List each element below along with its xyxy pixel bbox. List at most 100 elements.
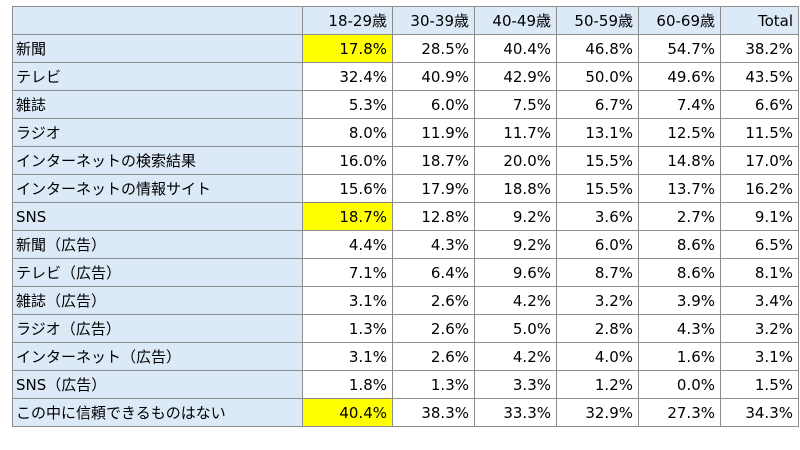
value-cell: 11.7% — [474, 118, 557, 147]
value-cell: 4.3% — [638, 314, 721, 343]
value-cell: 9.2% — [474, 202, 557, 231]
value-cell: 18.8% — [474, 174, 557, 203]
value-cell: 5.3% — [302, 90, 393, 119]
value-cell: 20.0% — [474, 146, 557, 175]
value-cell: 3.3% — [474, 370, 557, 399]
value-cell: 28.5% — [392, 34, 475, 63]
value-cell: 6.6% — [720, 90, 799, 119]
column-header: 40-49歳 — [474, 6, 557, 35]
table-row: インターネットの検索結果 16.0% 18.7% 20.0% 15.5% 14.8% 17.… — [12, 146, 799, 175]
value-cell: 9.1% — [720, 202, 799, 231]
value-cell: 12.5% — [638, 118, 721, 147]
value-cell: 46.8% — [556, 34, 639, 63]
table-row: テレビ（広告） 7.1% 6.4% 9.6% 8.7% 8.6% 8.1% — [12, 258, 799, 287]
row-label: 新聞 — [12, 34, 303, 63]
value-cell: 17.9% — [392, 174, 475, 203]
value-cell: 34.3% — [720, 398, 799, 427]
column-header: 30-39歳 — [392, 6, 475, 35]
value-cell: 50.0% — [556, 62, 639, 91]
value-cell: 6.5% — [720, 230, 799, 259]
value-cell: 3.1% — [720, 342, 799, 371]
value-cell: 40.4% — [474, 34, 557, 63]
value-cell: 7.1% — [302, 258, 393, 287]
column-header: 60-69歳 — [638, 6, 721, 35]
value-cell: 13.7% — [638, 174, 721, 203]
value-cell: 3.1% — [302, 342, 393, 371]
value-cell: 6.7% — [556, 90, 639, 119]
value-cell: 1.3% — [392, 370, 475, 399]
trust-table: 18-29歳 30-39歳 40-49歳 50-59歳 60-69歳 Total… — [12, 6, 799, 427]
value-cell: 17.0% — [720, 146, 799, 175]
value-cell: 33.3% — [474, 398, 557, 427]
value-cell: 27.3% — [638, 398, 721, 427]
value-cell: 8.6% — [638, 258, 721, 287]
table-row: ラジオ（広告） 1.3% 2.6% 5.0% 2.8% 4.3% 3.2% — [12, 314, 799, 343]
row-label: 新聞（広告） — [12, 230, 303, 259]
value-cell: 8.1% — [720, 258, 799, 287]
header-row: 18-29歳 30-39歳 40-49歳 50-59歳 60-69歳 Total — [12, 6, 799, 35]
value-cell: 18.7% — [302, 202, 393, 231]
column-header: Total — [720, 6, 799, 35]
value-cell: 49.6% — [638, 62, 721, 91]
row-label: SNS — [12, 202, 303, 231]
value-cell: 43.5% — [720, 62, 799, 91]
value-cell: 3.6% — [556, 202, 639, 231]
value-cell: 2.7% — [638, 202, 721, 231]
value-cell: 8.7% — [556, 258, 639, 287]
row-label: テレビ（広告） — [12, 258, 303, 287]
value-cell: 4.2% — [474, 286, 557, 315]
row-label: ラジオ（広告） — [12, 314, 303, 343]
value-cell: 15.5% — [556, 146, 639, 175]
value-cell: 16.2% — [720, 174, 799, 203]
value-cell: 4.0% — [556, 342, 639, 371]
value-cell: 17.8% — [302, 34, 393, 63]
value-cell: 6.0% — [556, 230, 639, 259]
value-cell: 2.6% — [392, 342, 475, 371]
value-cell: 15.6% — [302, 174, 393, 203]
value-cell: 8.6% — [638, 230, 721, 259]
row-label: ラジオ — [12, 118, 303, 147]
value-cell: 3.4% — [720, 286, 799, 315]
table-body: 新聞 17.8% 28.5% 40.4% 46.8% 54.7% 38.2% テレビ 32.4%… — [12, 34, 799, 427]
value-cell: 9.2% — [474, 230, 557, 259]
row-label: インターネット（広告） — [12, 342, 303, 371]
value-cell: 4.3% — [392, 230, 475, 259]
value-cell: 4.2% — [474, 342, 557, 371]
value-cell: 3.9% — [638, 286, 721, 315]
value-cell: 16.0% — [302, 146, 393, 175]
row-label: 雑誌（広告） — [12, 286, 303, 315]
value-cell: 14.8% — [638, 146, 721, 175]
table-row: 新聞（広告） 4.4% 4.3% 9.2% 6.0% 8.6% 6.5% — [12, 230, 799, 259]
value-cell: 38.3% — [392, 398, 475, 427]
row-label: インターネットの情報サイト — [12, 174, 303, 203]
value-cell: 1.6% — [638, 342, 721, 371]
value-cell: 11.5% — [720, 118, 799, 147]
value-cell: 3.1% — [302, 286, 393, 315]
value-cell: 5.0% — [474, 314, 557, 343]
value-cell: 6.4% — [392, 258, 475, 287]
value-cell: 38.2% — [720, 34, 799, 63]
value-cell: 3.2% — [720, 314, 799, 343]
table-row: SNS 18.7% 12.8% 9.2% 3.6% 2.7% 9.1% — [12, 202, 799, 231]
value-cell: 40.4% — [302, 398, 393, 427]
value-cell: 11.9% — [392, 118, 475, 147]
value-cell: 0.0% — [638, 370, 721, 399]
value-cell: 42.9% — [474, 62, 557, 91]
table-row: テレビ 32.4% 40.9% 42.9% 50.0% 49.6% 43.5% — [12, 62, 799, 91]
table-row: 雑誌（広告） 3.1% 2.6% 4.2% 3.2% 3.9% 3.4% — [12, 286, 799, 315]
row-label: 雑誌 — [12, 90, 303, 119]
value-cell: 7.4% — [638, 90, 721, 119]
value-cell: 2.6% — [392, 314, 475, 343]
table-row: インターネットの情報サイト 15.6% 17.9% 18.8% 15.5% 13.7% 16… — [12, 174, 799, 203]
value-cell: 15.5% — [556, 174, 639, 203]
corner-cell — [12, 6, 303, 35]
table-row: この中に信頼できるものはない 40.4% 38.3% 33.3% 32.9% 27.3% 3… — [12, 398, 799, 427]
value-cell: 4.4% — [302, 230, 393, 259]
row-label: SNS（広告） — [12, 370, 303, 399]
table-row: インターネット（広告） 3.1% 2.6% 4.2% 4.0% 1.6% 3.1% — [12, 342, 799, 371]
value-cell: 2.8% — [556, 314, 639, 343]
value-cell: 7.5% — [474, 90, 557, 119]
value-cell: 1.2% — [556, 370, 639, 399]
value-cell: 32.9% — [556, 398, 639, 427]
value-cell: 2.6% — [392, 286, 475, 315]
